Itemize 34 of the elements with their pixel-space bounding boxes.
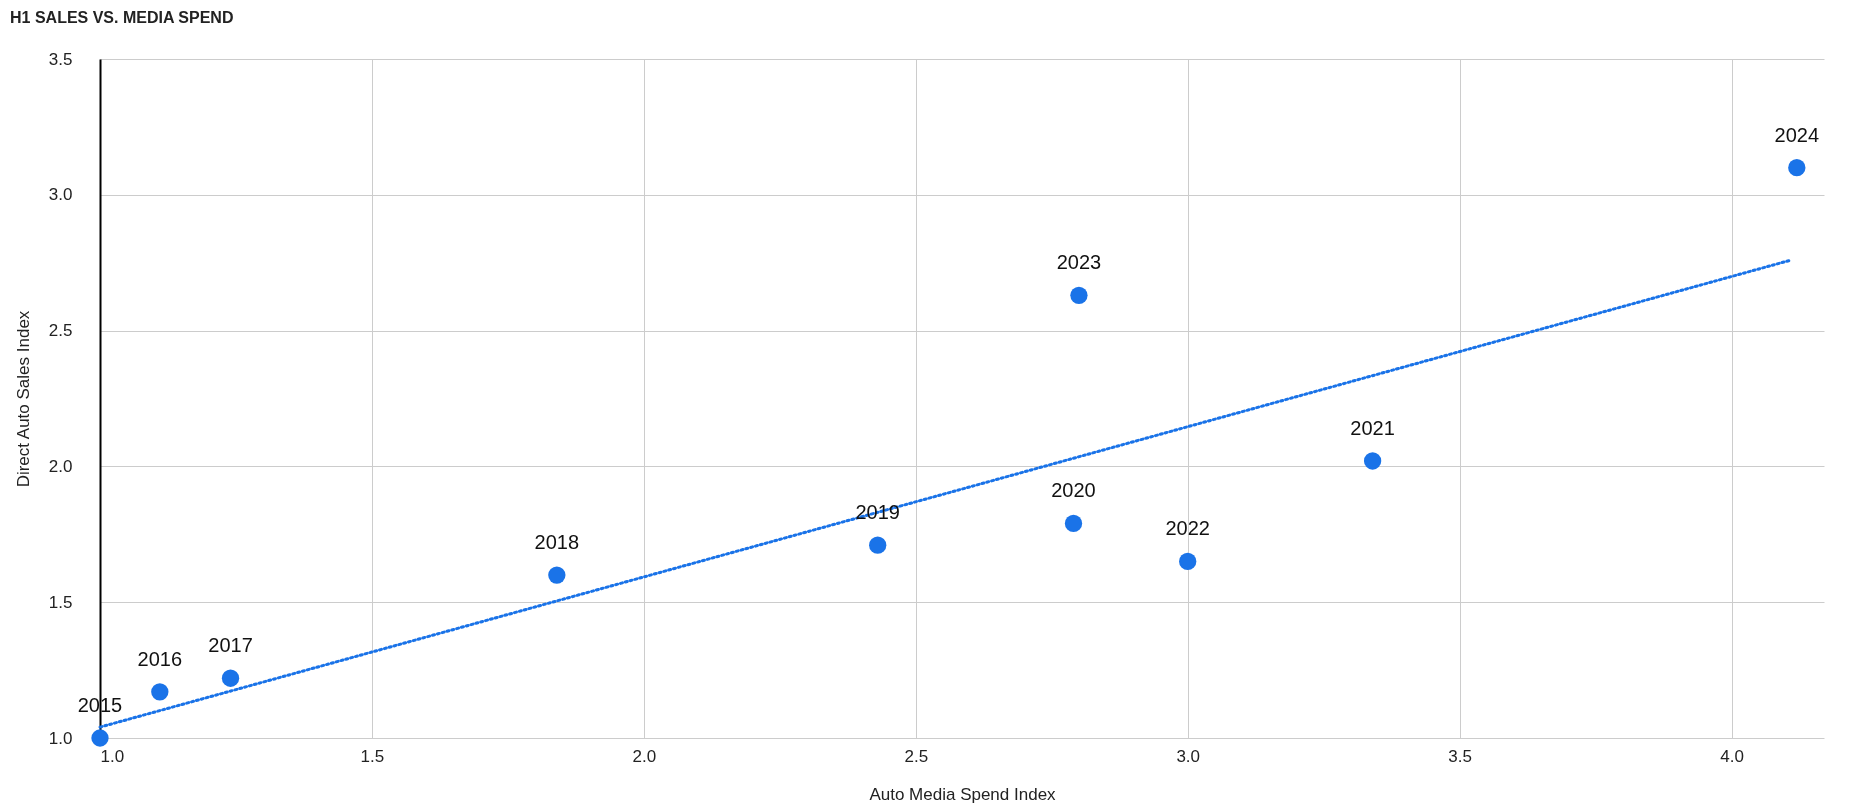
y-tick-label: 3.0: [48, 185, 73, 205]
x-tick-label: 1.5: [360, 746, 385, 766]
point: [1064, 514, 1083, 533]
point: [548, 566, 566, 584]
x-axis-title: Auto Media Spend Index: [869, 784, 1057, 804]
point: [221, 669, 240, 687]
point: [91, 729, 109, 747]
point: [151, 683, 169, 701]
chart-title: H1 SALES VS. MEDIA SPEND: [10, 9, 234, 26]
point: [1179, 552, 1197, 571]
x-tick-label: 3.5: [1448, 746, 1472, 766]
x-tick-label: 3.0: [1176, 746, 1201, 766]
x-tick-label: 1.0: [100, 746, 125, 766]
y-tick-label: 1.5: [48, 592, 73, 612]
annotation: 2018: [534, 531, 580, 554]
x-tick-label: 4.0: [1720, 746, 1744, 766]
y-tick-label: 3.5: [48, 49, 73, 69]
point: [1788, 159, 1806, 177]
annotation: 2022: [1165, 517, 1210, 540]
annotation: 2023: [1056, 251, 1102, 274]
y-axis-title: Direct Auto Sales Index: [13, 310, 33, 488]
annotation: 2020: [1051, 479, 1096, 502]
annotation: 2016: [137, 647, 183, 670]
annotation: 2021: [1350, 416, 1395, 439]
annotation: 2024: [1774, 123, 1820, 146]
point: [1363, 452, 1382, 470]
x-tick-label: 2.5: [904, 746, 929, 766]
x-tick-label: 2.0: [632, 746, 657, 766]
y-tick-label: 2.0: [48, 456, 73, 476]
annotation: 2017: [208, 634, 253, 657]
y-tick-label: 1.0: [48, 728, 73, 748]
y-tick-label: 2.5: [48, 321, 73, 341]
point: [869, 536, 887, 554]
point: [1070, 286, 1088, 304]
